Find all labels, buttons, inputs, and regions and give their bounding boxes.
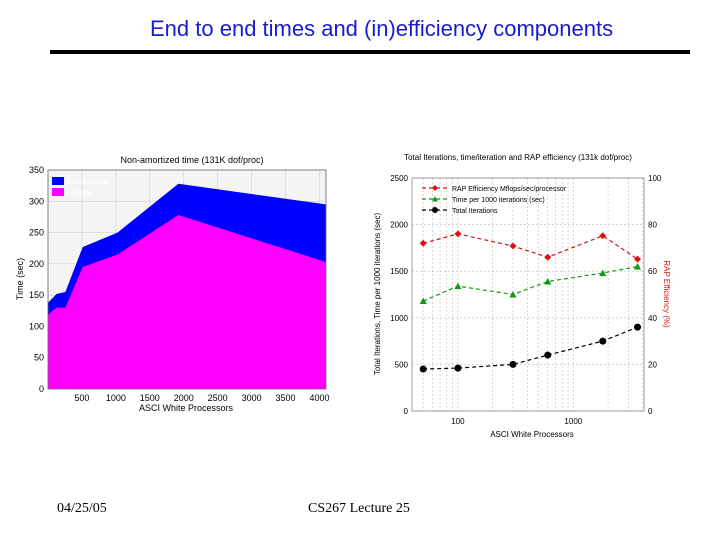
right-point-marker <box>544 253 552 261</box>
left-x-tick-label: 500 <box>74 393 89 403</box>
right-y-tick-label: 1000 <box>390 314 408 323</box>
right-y-tick-label: 500 <box>395 360 409 369</box>
right-legend-label: Total Iterations <box>452 208 498 215</box>
left-x-tick-label: 3000 <box>242 393 262 403</box>
right-y-tick-label: 2000 <box>390 221 408 230</box>
left-y-tick-labels: 0 50 100 150 200 250 300 350 <box>29 165 44 394</box>
iterations-efficiency-chart: Total Iterations, time/iteration and RAP… <box>373 153 671 439</box>
right-point-marker <box>599 232 607 240</box>
right-y2-tick-label: 40 <box>648 314 657 323</box>
right-y2-tick-label: 80 <box>648 221 657 230</box>
left-x-tick-label: 1500 <box>140 393 160 403</box>
right-chart-series <box>419 230 642 373</box>
right-point-marker <box>454 364 462 372</box>
left-x-tick-label: 2500 <box>208 393 228 403</box>
right-x-axis-label: ASCI White Processors <box>490 430 574 439</box>
right-point-marker <box>419 365 427 373</box>
athena-area <box>48 215 326 389</box>
footer-lecture: CS267 Lecture 25 <box>308 501 410 516</box>
left-y-tick-label: 0 <box>39 384 44 394</box>
right-point-marker <box>419 239 427 247</box>
right-point-marker <box>454 282 462 290</box>
left-x-tick-label: 4000 <box>309 393 329 403</box>
right-point-marker <box>419 297 427 305</box>
right-point-marker <box>599 337 607 345</box>
right-y-tick-label: 0 <box>404 407 409 416</box>
right-series-line <box>422 265 638 302</box>
right-point-marker <box>544 277 552 285</box>
left-x-tick-label: 2000 <box>174 393 194 403</box>
right-legend-label: RAP Efficiency Mflops/sec/processor <box>452 186 567 193</box>
left-chart-title: Non-amortized time (131K dof/proc) <box>120 155 263 165</box>
left-x-axis-label: ASCI White Processors <box>139 403 234 413</box>
right-legend-marker <box>432 207 438 213</box>
left-y-tick-label: 100 <box>29 321 44 331</box>
right-y-tick-labels: 0 500 1000 1500 2000 2500 <box>390 174 408 416</box>
right-series-line <box>423 326 638 370</box>
right-legend-marker <box>432 185 438 191</box>
right-point-marker <box>634 323 642 331</box>
left-legend-swatch <box>52 177 64 185</box>
right-point-marker <box>509 242 517 250</box>
right-plot-frame <box>411 177 645 412</box>
right-y2-tick-label: 0 <box>648 407 653 416</box>
left-plot-frame <box>47 169 327 390</box>
right-point-marker <box>634 255 642 263</box>
right-y-axis-label: Total Iterations, Time per 1000 iteratio… <box>373 213 382 376</box>
right-point-marker <box>544 351 552 359</box>
left-y-tick-label: 250 <box>29 228 44 238</box>
right-y2-tick-label: 100 <box>648 174 662 183</box>
footer-date: 04/25/05 <box>57 501 107 516</box>
slide-title: End to end times and (in)efficiency comp… <box>150 16 614 41</box>
left-legend-swatch <box>52 188 64 196</box>
title-rule <box>50 50 690 54</box>
right-point-marker <box>634 263 642 270</box>
right-legend-label: Time per 1000 iterations (sec) <box>452 197 545 204</box>
right-y2-tick-labels: 0 20 40 60 80 100 <box>648 174 662 416</box>
right-series-line <box>423 233 638 260</box>
left-y-axis-label: Time (sec) <box>15 258 25 300</box>
left-legend-label: Mesh Setup <box>67 177 110 186</box>
right-y-tick-label: 2500 <box>390 174 408 183</box>
right-legend-marker <box>432 196 438 202</box>
right-y2-axis-label: RAP Efficiency (%) <box>662 260 671 328</box>
right-point-marker <box>454 230 462 238</box>
left-x-tick-label: 3500 <box>276 393 296 403</box>
right-y-tick-label: 1500 <box>390 267 408 276</box>
left-chart-legend: Mesh Setup Athena <box>52 177 110 197</box>
left-x-tick-label: 1000 <box>106 393 126 403</box>
right-x-tick-label: 1000 <box>564 417 582 426</box>
right-x-tick-label: 100 <box>451 417 465 426</box>
left-chart-areas <box>48 183 326 389</box>
left-y-tick-label: 200 <box>29 259 44 269</box>
left-y-tick-label: 150 <box>29 290 44 300</box>
left-y-tick-label: 300 <box>29 196 44 206</box>
right-chart-legend: RAP Efficiency Mflops/sec/processor Time … <box>422 185 567 215</box>
non-amortized-time-chart: Non-amortized time (131K dof/proc) 0 50 10… <box>15 155 330 413</box>
left-y-tick-label: 350 <box>29 165 44 175</box>
right-chart-title: Total Iterations, time/iteration and RAP… <box>404 153 632 162</box>
right-point-marker <box>509 360 517 368</box>
right-chart-grid <box>412 177 644 412</box>
right-y2-tick-label: 60 <box>648 267 657 276</box>
left-y-tick-label: 50 <box>34 353 44 363</box>
right-point-marker <box>509 291 517 298</box>
left-x-tick-labels: 500 1000 1500 2000 2500 3000 3500 4000 <box>74 393 329 403</box>
left-legend-label: Athena <box>67 188 93 197</box>
right-point-marker <box>599 269 607 277</box>
right-y2-tick-label: 20 <box>648 360 657 369</box>
right-x-tick-labels: 100 1000 <box>451 417 583 426</box>
